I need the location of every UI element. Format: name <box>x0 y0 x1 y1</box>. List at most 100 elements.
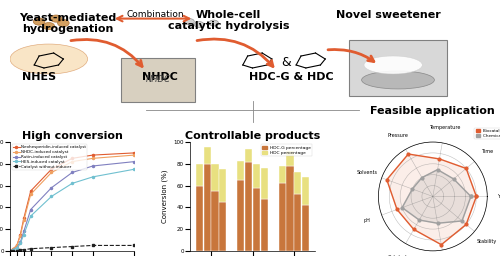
NHDC-induced catalyst <box>69 160 75 163</box>
Ellipse shape <box>364 56 422 74</box>
Rutin-induced catalyst <box>28 208 34 211</box>
Bar <box>196 186 203 251</box>
HES-induced catalyst <box>90 175 96 178</box>
HES-induced catalyst <box>18 242 24 245</box>
Catalyst without inducer <box>132 244 138 247</box>
Catalyst without inducer <box>18 248 24 251</box>
Text: &: & <box>282 56 292 69</box>
Bar <box>260 168 268 199</box>
Text: NHDC: NHDC <box>142 72 178 82</box>
Catalyst without inducer <box>14 249 20 252</box>
Bar <box>286 151 294 166</box>
Bar <box>219 169 226 202</box>
Legend: Biocatalytic hydrogenation, Chemical hydrogenation: Biocatalytic hydrogenation, Chemical hyd… <box>474 128 500 139</box>
Neohesperidin-induced catalyst <box>69 157 75 160</box>
Bar <box>237 161 244 180</box>
Polygon shape <box>387 154 476 245</box>
Bar <box>245 148 252 162</box>
NHDC-induced catalyst <box>132 154 138 157</box>
Legend: HDC-G percentage, HDC percentage: HDC-G percentage, HDC percentage <box>261 144 312 156</box>
NHDC-induced catalyst <box>14 244 20 247</box>
Bar <box>212 164 218 191</box>
HES-induced catalyst <box>21 233 27 236</box>
Text: HDC-G & HDC: HDC-G & HDC <box>249 72 334 82</box>
HES-induced catalyst <box>10 248 16 251</box>
Neohesperidin-induced catalyst <box>18 233 24 236</box>
Rutin-induced catalyst <box>7 249 13 252</box>
Catalyst without inducer <box>21 248 27 251</box>
HES-induced catalyst <box>48 195 54 198</box>
Title: High conversion: High conversion <box>22 131 122 141</box>
Rutin-induced catalyst <box>18 241 24 244</box>
Neohesperidin-induced catalyst <box>90 154 96 157</box>
Title: Controllable products: Controllable products <box>185 131 320 141</box>
Neohesperidin-induced catalyst <box>10 247 16 250</box>
Bar <box>286 166 294 251</box>
Circle shape <box>50 15 62 22</box>
Text: Whole-cell
catalytic hydrolysis: Whole-cell catalytic hydrolysis <box>168 10 289 31</box>
NHDC-induced catalyst <box>48 171 54 174</box>
Neohesperidin-induced catalyst <box>14 244 20 247</box>
Neohesperidin-induced catalyst <box>21 217 27 220</box>
HES-induced catalyst <box>28 215 34 218</box>
FancyBboxPatch shape <box>120 58 196 102</box>
Rutin-induced catalyst <box>14 246 20 249</box>
Text: NHDC: NHDC <box>146 76 171 84</box>
Rutin-induced catalyst <box>21 230 27 233</box>
NHDC-induced catalyst <box>90 157 96 160</box>
Neohesperidin-induced catalyst <box>28 189 34 193</box>
Circle shape <box>34 18 45 25</box>
Rutin-induced catalyst <box>90 164 96 167</box>
NHDC-induced catalyst <box>21 219 27 222</box>
Bar <box>294 194 302 251</box>
Rutin-induced catalyst <box>10 248 16 251</box>
FancyBboxPatch shape <box>348 40 448 95</box>
Catalyst without inducer <box>10 249 16 252</box>
HES-induced catalyst <box>69 182 75 185</box>
Rutin-induced catalyst <box>132 160 138 163</box>
Legend: Neohesperidin-induced catalyst, NHDC-induced catalyst, Rutin-induced catalyst, H: Neohesperidin-induced catalyst, NHDC-ind… <box>12 144 87 170</box>
HES-induced catalyst <box>14 246 20 249</box>
Bar <box>212 191 218 251</box>
NHDC-induced catalyst <box>18 234 24 237</box>
Line: HES-induced catalyst: HES-induced catalyst <box>9 168 136 252</box>
Circle shape <box>209 20 218 26</box>
Text: NHES: NHES <box>22 72 56 82</box>
Line: NHDC-induced catalyst: NHDC-induced catalyst <box>9 154 136 252</box>
Circle shape <box>184 19 194 25</box>
Bar <box>204 147 210 164</box>
Catalyst without inducer <box>7 249 13 252</box>
Neohesperidin-induced catalyst <box>7 249 13 252</box>
Text: Novel sweetener: Novel sweetener <box>336 10 440 20</box>
Rutin-induced catalyst <box>69 171 75 174</box>
Catalyst without inducer <box>48 246 54 249</box>
Bar <box>260 199 268 251</box>
HES-induced catalyst <box>7 249 13 252</box>
Bar <box>278 166 286 183</box>
Rutin-induced catalyst <box>48 186 54 189</box>
HES-induced catalyst <box>132 168 138 171</box>
Ellipse shape <box>10 44 88 74</box>
Line: Neohesperidin-induced catalyst: Neohesperidin-induced catalyst <box>9 152 136 252</box>
Bar <box>253 164 260 188</box>
Text: Yeast-mediated
hydrogenation: Yeast-mediated hydrogenation <box>20 13 117 34</box>
Bar <box>204 164 210 251</box>
Neohesperidin-induced catalyst <box>48 168 54 171</box>
Ellipse shape <box>362 71 434 89</box>
Neohesperidin-induced catalyst <box>132 151 138 154</box>
Bar <box>237 180 244 251</box>
Bar <box>245 162 252 251</box>
Bar <box>278 183 286 251</box>
Bar <box>302 177 309 205</box>
Line: Rutin-induced catalyst: Rutin-induced catalyst <box>9 161 136 252</box>
Circle shape <box>43 23 54 30</box>
NHDC-induced catalyst <box>7 249 13 252</box>
Catalyst without inducer <box>90 244 96 247</box>
Y-axis label: Conversion (%): Conversion (%) <box>162 170 168 223</box>
Bar <box>294 173 302 194</box>
Bar <box>219 202 226 251</box>
Catalyst without inducer <box>28 247 34 250</box>
Circle shape <box>194 22 204 28</box>
Bar <box>196 164 203 186</box>
Bar <box>302 205 309 251</box>
